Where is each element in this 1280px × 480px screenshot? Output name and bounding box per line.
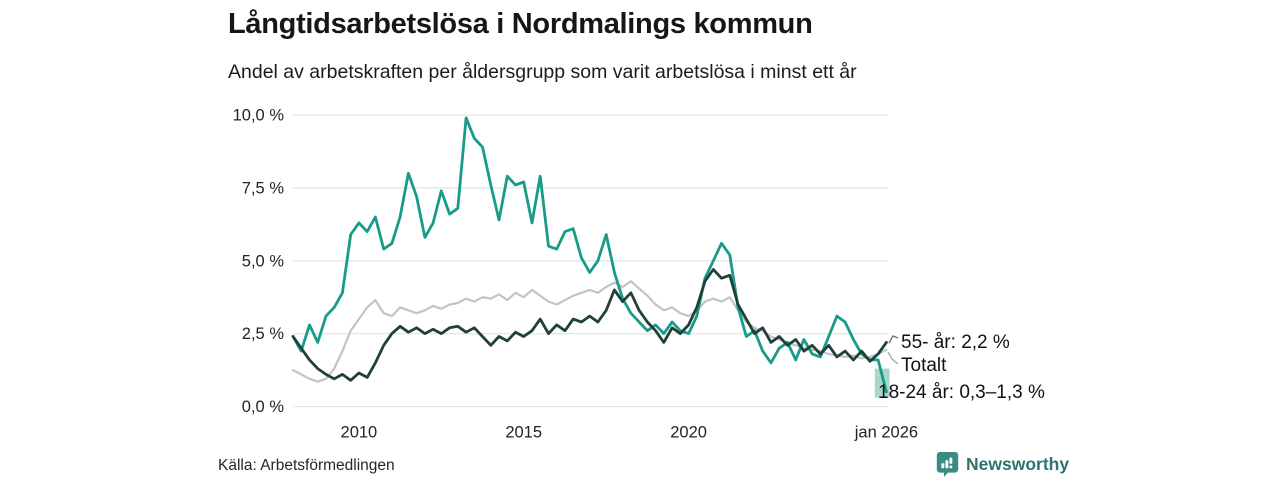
y-tick-label: 5,0 % [242, 252, 285, 270]
y-tick-label: 0,0 % [242, 398, 285, 416]
newsworthy-wordmark: Newsworthy [966, 454, 1070, 474]
series-line-totalt [291, 280, 888, 383]
annotation-connector [888, 335, 899, 344]
newsworthy-logo-icon [936, 452, 959, 477]
series-end-label: 18-24 år: 0,3–1,3 % [878, 382, 1045, 403]
series-line-18-24-år [291, 116, 888, 394]
y-tick-label: 2,5 % [242, 325, 285, 343]
source-note: Källa: Arbetsförmedlingen [218, 457, 395, 474]
x-tick-label: 2010 [341, 424, 378, 442]
page-title: Långtidsarbetslösa i Nordmalings kommun [228, 8, 813, 40]
x-tick-label: 2020 [670, 424, 707, 442]
newsworthy-brand: Newsworthy [936, 451, 1069, 478]
series-line-55--år [291, 268, 888, 382]
annotation-connector [887, 351, 899, 365]
x-tick-label: 2015 [505, 424, 542, 442]
series-end-label: Totalt [901, 355, 947, 376]
y-tick-label: 10,0 % [233, 107, 285, 125]
page-subtitle: Andel av arbetskraften per åldersgrupp s… [228, 61, 857, 83]
series-end-label: 55- år: 2,2 % [901, 332, 1010, 353]
x-tick-label: jan 2026 [854, 424, 918, 442]
y-tick-label: 7,5 % [242, 179, 285, 197]
